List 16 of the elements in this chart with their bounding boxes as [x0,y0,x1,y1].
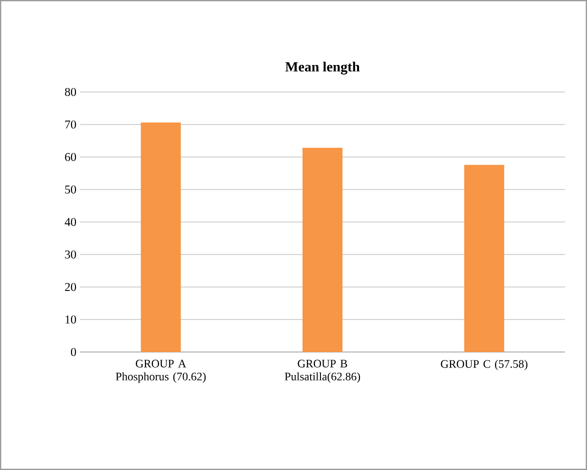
x-tick-label: GROUP C (57.58) [440,360,528,370]
y-tick-label: 40 [64,218,76,226]
y-tick-label: 30 [65,250,76,259]
chart-title: Mean length [285,62,360,74]
y-tick-label: 60 [65,152,76,162]
bar [464,164,504,352]
y-tick-label: 50 [65,185,76,194]
x-tick-label: GROUP A Phosphorus (70.62) [116,360,206,383]
y-tick-label: 70 [65,120,76,129]
y-tick-label: 10 [66,315,76,324]
bar [302,148,343,352]
x-tick-label: GROUP B Pulsatilla(62.86) [284,360,360,383]
bar [140,122,181,352]
y-tick-label: 20 [65,282,76,292]
y-tick-label: 80 [64,88,76,96]
y-tick-label: 0 [70,348,76,356]
